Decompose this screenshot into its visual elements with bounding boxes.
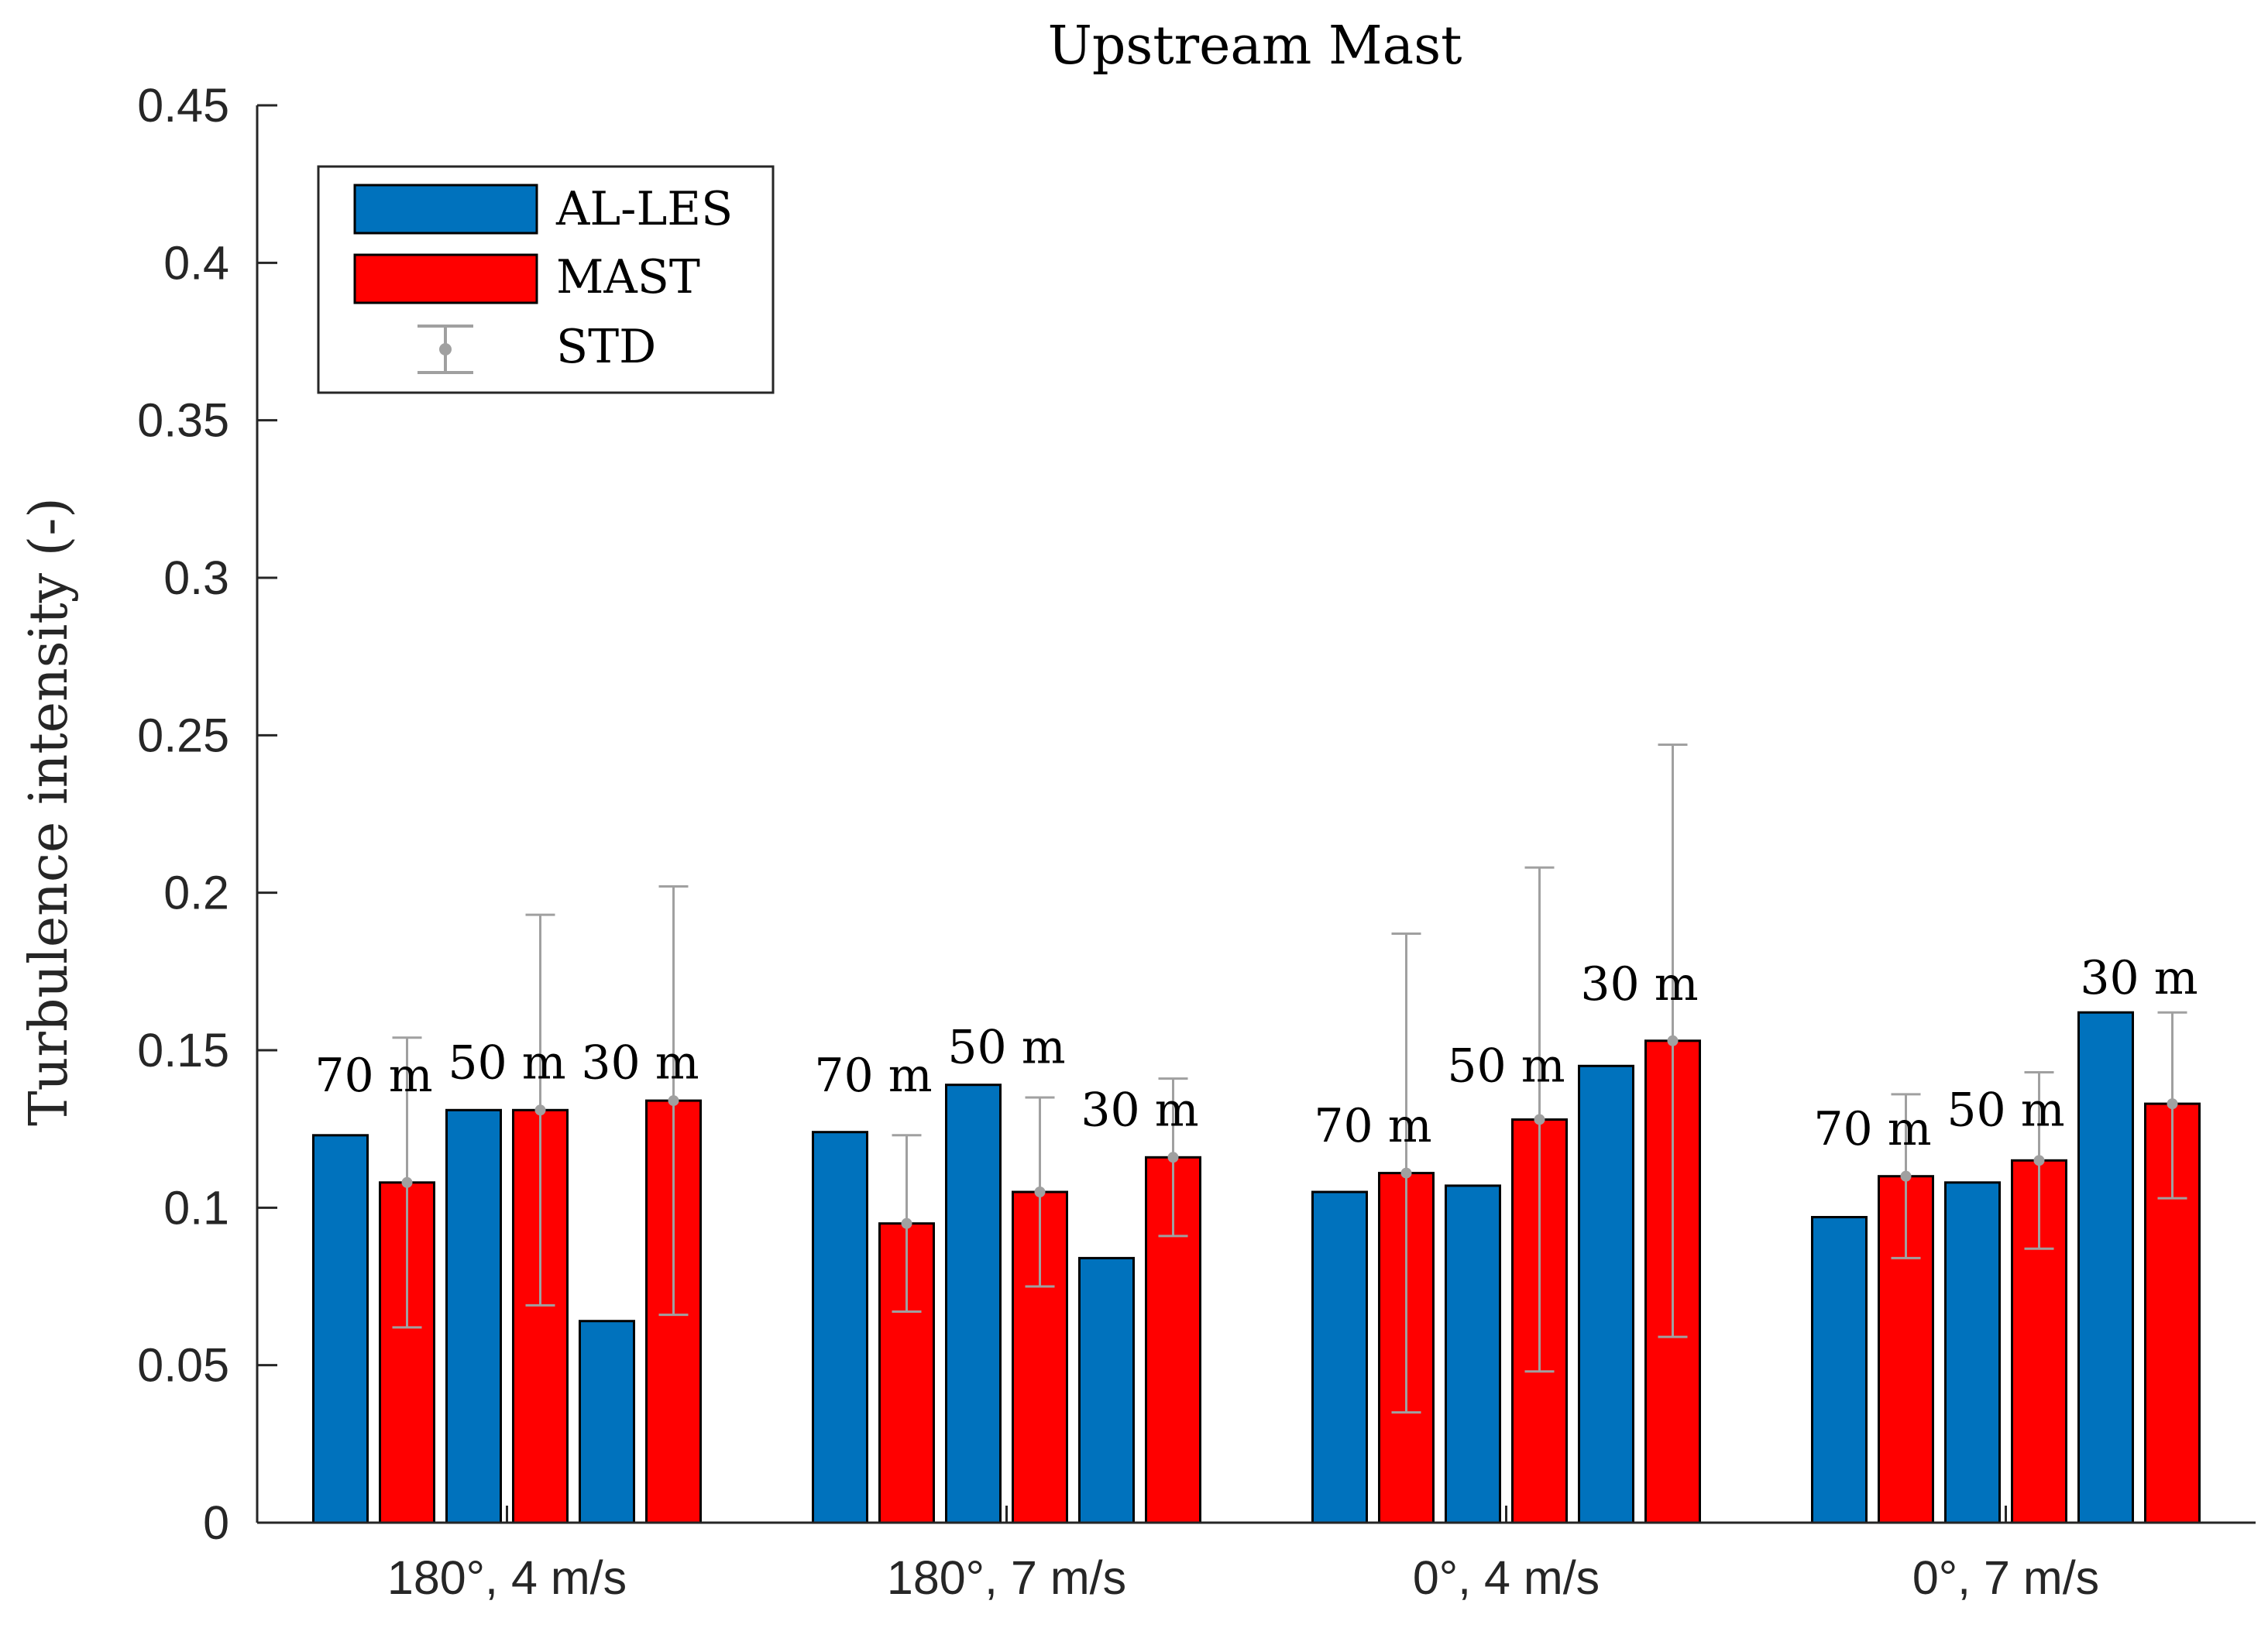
bar-al-les-0-7-m-s-30-m — [2077, 1011, 2134, 1524]
height-label-180-4-m-s-30-m: 30 m — [581, 1036, 699, 1090]
errorbar-0-4-m-s-50-m-dot — [1534, 1114, 1545, 1125]
height-label-180-4-m-s-70-m: 70 m — [314, 1049, 432, 1103]
height-label-0-7-m-s-50-m: 50 m — [1947, 1084, 2064, 1138]
x-tick-label-0-4-m-s: 0°, 4 m/s — [1413, 1551, 1600, 1604]
errorbar-180-7-m-s-30-m-dot — [1167, 1152, 1179, 1163]
height-label-0-4-m-s-30-m: 30 m — [1580, 957, 1698, 1011]
y-tick-label: 0.05 — [137, 1339, 229, 1392]
bar-al-les-0-7-m-s-50-m — [1944, 1181, 2001, 1524]
error-bars-layer — [392, 744, 2187, 1414]
bar-al-les-0-4-m-s-50-m — [1445, 1184, 1501, 1524]
y-tick-label: 0 — [203, 1496, 229, 1549]
height-label-180-4-m-s-50-m: 50 m — [448, 1036, 565, 1090]
height-label-0-7-m-s-70-m: 70 m — [1813, 1102, 1931, 1156]
legend-std-icon-dot — [439, 343, 452, 355]
bar-al-les-180-4-m-s-50-m — [445, 1108, 502, 1524]
bar-al-les-0-7-m-s-70-m — [1811, 1216, 1868, 1524]
x-tick-label-180-7-m-s: 180°, 7 m/s — [887, 1551, 1126, 1604]
legend-label-mast: MAST — [556, 250, 700, 304]
y-axis-label: Turbulence intensity (-) — [19, 497, 80, 1126]
y-tick-label: 0.2 — [163, 867, 229, 919]
bar-al-les-180-7-m-s-30-m — [1078, 1256, 1135, 1524]
y-tick-label: 0.15 — [137, 1024, 229, 1077]
height-label-180-7-m-s-70-m: 70 m — [814, 1049, 932, 1103]
legend: AL-LES MAST STD — [317, 165, 775, 394]
errorbar-180-4-m-s-50-m-dot — [534, 1104, 546, 1116]
errorbar-0-4-m-s-30-m-dot — [1667, 1035, 1679, 1046]
y-tick-label: 0.25 — [137, 709, 229, 761]
legend-label-al-les: AL-LES — [555, 182, 733, 236]
x-tick-label-180-4-m-s: 180°, 4 m/s — [387, 1551, 627, 1604]
bar-al-les-0-4-m-s-70-m — [1311, 1190, 1368, 1524]
x-tick-label-0-7-m-s: 0°, 7 m/s — [1912, 1551, 2099, 1604]
errorbar-0-7-m-s-50-m-dot — [2033, 1155, 2045, 1166]
errorbar-0-4-m-s-70-m-dot — [1400, 1167, 1412, 1179]
bar-mast-180-4-m-s-50-m — [512, 1108, 569, 1524]
y-tick-label: 0.3 — [163, 551, 229, 604]
errorbar-180-4-m-s-30-m-dot — [668, 1095, 679, 1107]
legend-swatch-al-les — [353, 184, 538, 235]
bar-al-les-0-4-m-s-30-m — [1578, 1064, 1634, 1524]
legend-std-icon — [418, 325, 473, 374]
legend-swatch-mast — [353, 253, 538, 304]
bar-al-les-180-7-m-s-70-m — [812, 1131, 868, 1524]
height-label-180-7-m-s-50-m: 50 m — [947, 1020, 1065, 1074]
height-label-180-7-m-s-30-m: 30 m — [1081, 1084, 1198, 1138]
y-tick-label: 0.35 — [137, 394, 229, 447]
y-tick-label: 0.4 — [163, 236, 229, 289]
height-label-0-4-m-s-50-m: 50 m — [1447, 1039, 1565, 1094]
errorbar-180-4-m-s-70-m-dot — [401, 1176, 413, 1188]
bar-al-les-180-4-m-s-30-m — [579, 1320, 635, 1524]
chart-title: Upstream Mast — [1048, 15, 1462, 77]
legend-label-std: STD — [556, 320, 656, 374]
errorbar-180-7-m-s-50-m-dot — [1034, 1187, 1046, 1197]
bar-al-les-180-7-m-s-50-m — [945, 1084, 1002, 1524]
errorbar-180-7-m-s-70-m-dot — [901, 1218, 912, 1229]
bar-al-les-180-4-m-s-70-m — [312, 1134, 369, 1524]
errorbar-0-7-m-s-30-m-dot — [2167, 1098, 2178, 1110]
axes-layer: 0 0.05 0.1 0.15 0.2 0.25 0.3 0.35 0.4 0.45 180°, 4… — [137, 79, 2256, 1604]
height-annotations-layer: 70 m 50 m 30 m 70 m 50 m 30 m 70 m 50 m 30 m 70 m… — [314, 951, 2198, 1156]
height-label-0-7-m-s-30-m: 30 m — [2080, 951, 2198, 1005]
y-tick-label: 0.45 — [137, 79, 229, 132]
y-tick-label: 0.1 — [163, 1181, 229, 1234]
height-label-0-4-m-s-70-m: 70 m — [1314, 1099, 1431, 1153]
errorbar-0-7-m-s-70-m-dot — [1900, 1170, 1912, 1182]
